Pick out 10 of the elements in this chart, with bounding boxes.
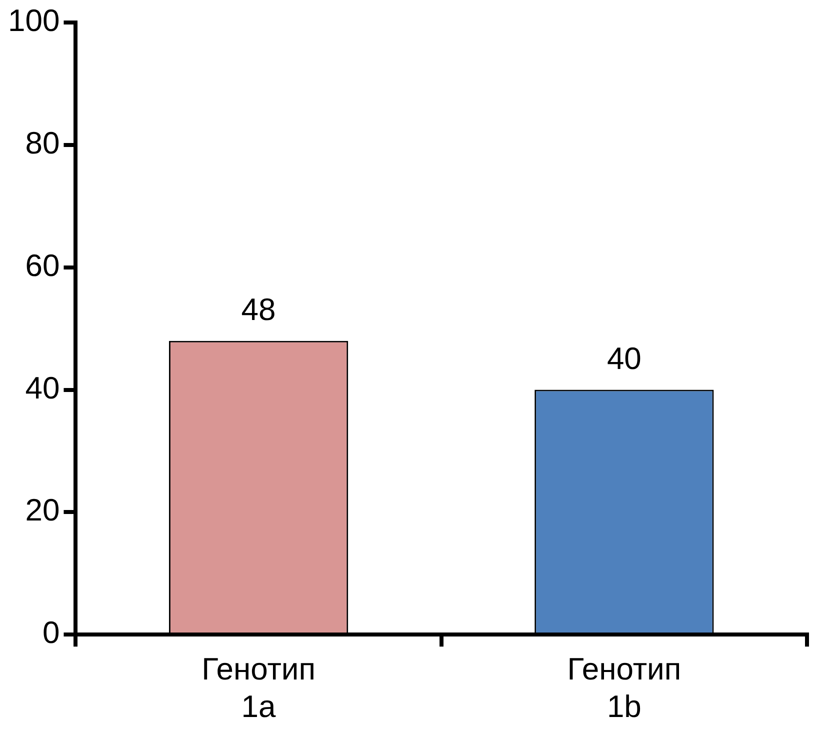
y-tick-label: 60 bbox=[25, 248, 60, 283]
y-tick-label: 20 bbox=[25, 492, 60, 528]
data-label: 48 bbox=[241, 292, 276, 327]
data-label: 40 bbox=[606, 340, 642, 376]
y-tick-label: 80 bbox=[25, 126, 60, 161]
y-tick-label: 40 bbox=[25, 370, 60, 406]
x-tick-label: Генотип 1a bbox=[202, 652, 316, 724]
y-tick-label: 100 bbox=[8, 3, 60, 38]
x-tick-label: Генотип 1b bbox=[567, 652, 682, 724]
y-tick-label: 0 bbox=[42, 615, 60, 650]
